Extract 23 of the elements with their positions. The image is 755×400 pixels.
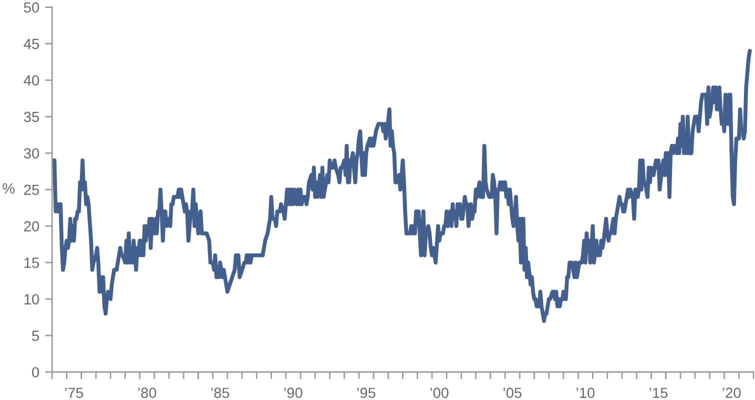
y-tick-label: 25 bbox=[24, 184, 39, 196]
y-tick-label: 45 bbox=[24, 38, 39, 50]
y-tick-label: 50 bbox=[24, 2, 40, 13]
x-tick-label: ’95 bbox=[357, 388, 376, 398]
y-tick-label: 35 bbox=[24, 112, 39, 122]
x-tick-label: ’75 bbox=[65, 388, 84, 398]
line-series bbox=[52, 49, 752, 323]
y-tick-label: 20 bbox=[24, 221, 40, 232]
y-tick-label: 5 bbox=[32, 330, 39, 341]
y-tick-label: 0 bbox=[32, 367, 40, 378]
y-tick-label: 40 bbox=[24, 75, 40, 86]
y-tick-label: 30 bbox=[24, 148, 40, 159]
x-tick-label: ’05 bbox=[504, 388, 522, 398]
x-tick-label: ’15 bbox=[650, 388, 668, 398]
x-tick-label: ’90 bbox=[284, 388, 302, 398]
x-tick-label: ’80 bbox=[138, 388, 156, 398]
x-tick-label: ’85 bbox=[211, 388, 230, 398]
y-tick-label: 10 bbox=[24, 294, 40, 304]
y-axis-title: % bbox=[2, 183, 15, 194]
x-tick-label: ’00 bbox=[430, 388, 448, 398]
x-tick-label: ’20 bbox=[722, 388, 741, 398]
x-tick-label: ’10 bbox=[576, 388, 595, 398]
y-tick-label: 15 bbox=[24, 258, 39, 268]
